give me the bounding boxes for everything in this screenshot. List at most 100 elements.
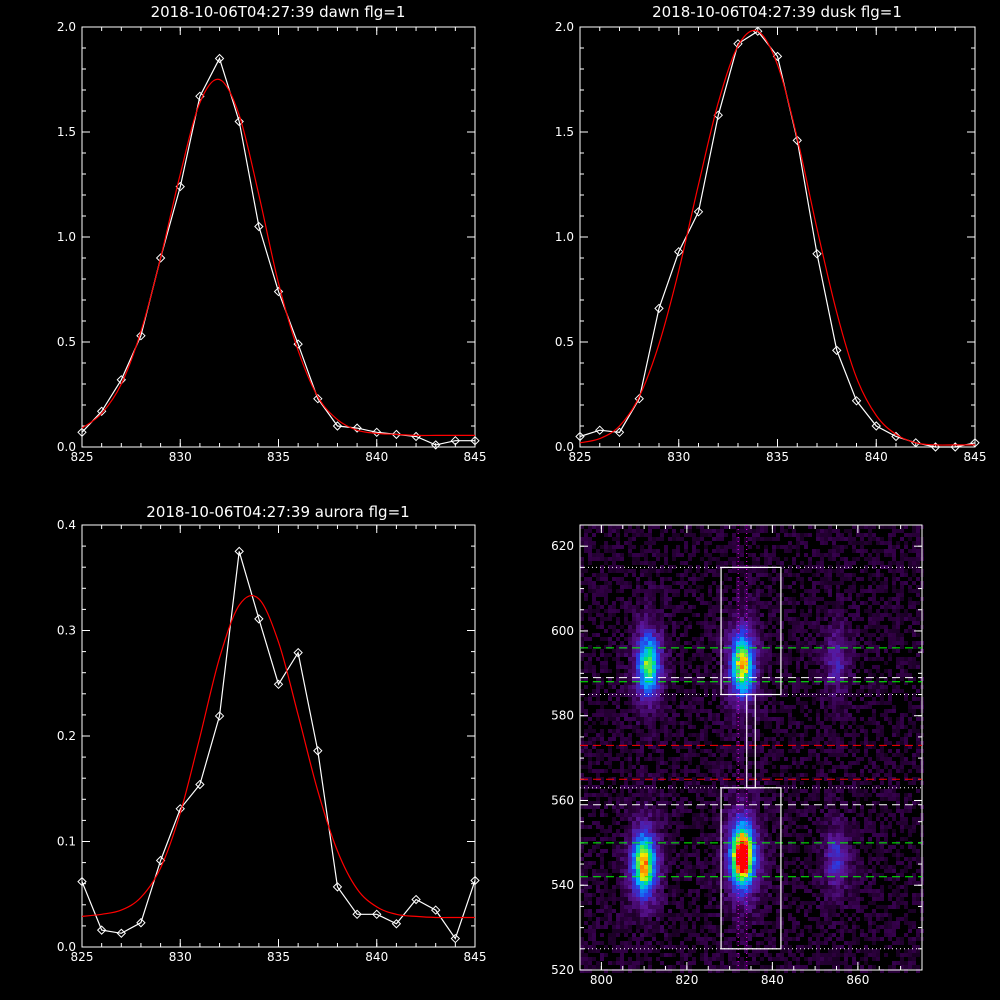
heatmap-cell bbox=[740, 641, 744, 645]
heatmap-cell bbox=[852, 821, 856, 825]
heatmap-cell bbox=[636, 829, 640, 833]
heatmap-cell bbox=[832, 629, 836, 633]
heatmap-cell bbox=[668, 721, 672, 725]
heatmap-cell bbox=[848, 777, 852, 781]
heatmap-cell bbox=[772, 773, 776, 777]
heatmap-cell bbox=[696, 653, 700, 657]
heatmap-cell bbox=[644, 725, 648, 729]
heatmap-cell bbox=[616, 729, 620, 733]
heatmap-cell bbox=[864, 693, 868, 697]
heatmap-cell bbox=[596, 625, 600, 629]
heatmap-cell bbox=[832, 833, 836, 837]
heatmap-cell bbox=[584, 797, 588, 801]
heatmap-cell bbox=[820, 705, 824, 709]
heatmap-cell bbox=[760, 685, 764, 689]
heatmap-cell bbox=[760, 677, 764, 681]
heatmap-cell bbox=[684, 589, 688, 593]
heatmap-cell bbox=[628, 633, 632, 637]
heatmap-cell bbox=[856, 653, 860, 657]
heatmap-cell bbox=[704, 833, 708, 837]
heatmap-cell bbox=[664, 605, 668, 609]
heatmap-cell bbox=[836, 657, 840, 661]
heatmap-cell bbox=[884, 677, 888, 681]
heatmap-cell bbox=[732, 709, 736, 713]
heatmap-cell bbox=[636, 713, 640, 717]
heatmap-cell bbox=[796, 749, 800, 753]
heatmap-cell bbox=[580, 581, 584, 585]
heatmap-cell bbox=[692, 593, 696, 597]
heatmap-cell bbox=[600, 705, 604, 709]
heatmap-cell bbox=[664, 833, 668, 837]
heatmap-cell bbox=[856, 577, 860, 581]
heatmap-cell bbox=[832, 601, 836, 605]
heatmap-cell bbox=[640, 729, 644, 733]
heatmap-cell bbox=[788, 681, 792, 685]
heatmap-cell bbox=[680, 649, 684, 653]
heatmap-cell bbox=[908, 629, 912, 633]
heatmap-cell bbox=[704, 737, 708, 741]
heatmap-cell bbox=[776, 729, 780, 733]
heatmap-cell bbox=[756, 629, 760, 633]
heatmap-cell bbox=[916, 729, 920, 733]
heatmap-cell bbox=[628, 525, 632, 529]
heatmap-cell bbox=[848, 589, 852, 593]
heatmap-cell bbox=[816, 641, 820, 645]
heatmap-cell bbox=[772, 689, 776, 693]
heatmap-cell bbox=[784, 609, 788, 613]
heatmap-cell bbox=[888, 541, 892, 545]
heatmap-cell bbox=[604, 653, 608, 657]
heatmap-cell bbox=[776, 785, 780, 789]
heatmap-cell bbox=[824, 797, 828, 801]
heatmap-cell bbox=[700, 709, 704, 713]
heatmap-cell bbox=[660, 717, 664, 721]
x-tick-label: 835 bbox=[766, 450, 789, 464]
heatmap-cell bbox=[728, 701, 732, 705]
panel-title: 2018-10-06T04:27:39 dusk flg=1 bbox=[652, 3, 902, 21]
heatmap-cell bbox=[792, 809, 796, 813]
heatmap-cell bbox=[876, 537, 880, 541]
heatmap-cell bbox=[916, 533, 920, 537]
heatmap-cell bbox=[828, 645, 832, 649]
heatmap-cell bbox=[592, 753, 596, 757]
heatmap-cell bbox=[908, 709, 912, 713]
heatmap-cell bbox=[660, 673, 664, 677]
heatmap-cell bbox=[824, 577, 828, 581]
heatmap-cell bbox=[816, 661, 820, 665]
heatmap-cell bbox=[824, 813, 828, 817]
heatmap-cell bbox=[588, 617, 592, 621]
heatmap-cell bbox=[580, 741, 584, 745]
heatmap-cell bbox=[592, 553, 596, 557]
heatmap-cell bbox=[788, 717, 792, 721]
heatmap-cell bbox=[640, 649, 644, 653]
heatmap-cell bbox=[780, 681, 784, 685]
heatmap-cell bbox=[704, 541, 708, 545]
heatmap-cell bbox=[580, 633, 584, 637]
heatmap-cell bbox=[760, 829, 764, 833]
heatmap-cell bbox=[892, 573, 896, 577]
heatmap-cell bbox=[592, 541, 596, 545]
heatmap-cell bbox=[668, 621, 672, 625]
heatmap-cell bbox=[628, 705, 632, 709]
heatmap-cell bbox=[696, 793, 700, 797]
heatmap-cell bbox=[600, 661, 604, 665]
heatmap-cell bbox=[724, 665, 728, 669]
heatmap-cell bbox=[836, 709, 840, 713]
heatmap-cell bbox=[608, 693, 612, 697]
heatmap-cell bbox=[776, 721, 780, 725]
heatmap-cell bbox=[788, 765, 792, 769]
heatmap-cell bbox=[744, 529, 748, 533]
heatmap-cell bbox=[728, 793, 732, 797]
heatmap-cell bbox=[696, 737, 700, 741]
heatmap-cell bbox=[848, 669, 852, 673]
heatmap-cell bbox=[696, 773, 700, 777]
heatmap-cell bbox=[832, 793, 836, 797]
heatmap-cell bbox=[872, 633, 876, 637]
heatmap-cell bbox=[716, 597, 720, 601]
heatmap-cell bbox=[632, 829, 636, 833]
heatmap-cell bbox=[800, 825, 804, 829]
heatmap-cell bbox=[656, 741, 660, 745]
heatmap-cell bbox=[740, 645, 744, 649]
heatmap-cell bbox=[616, 733, 620, 737]
heatmap-cell bbox=[764, 665, 768, 669]
heatmap-cell bbox=[880, 829, 884, 833]
